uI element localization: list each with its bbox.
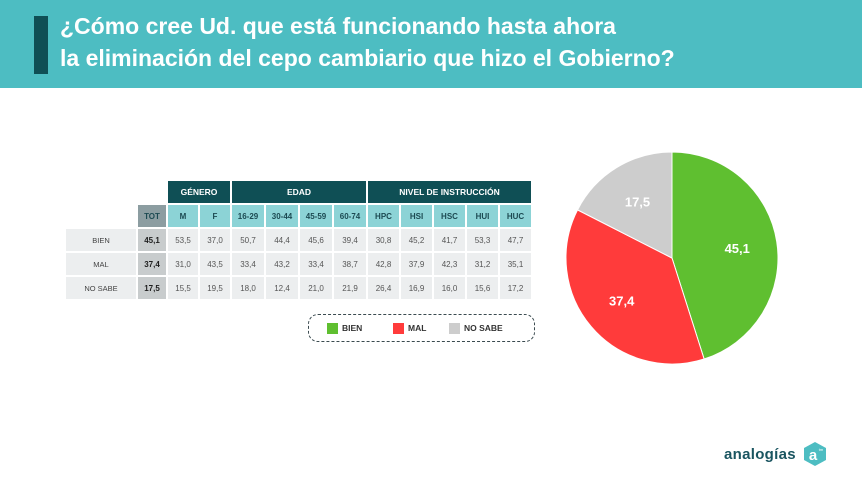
table-cell: 37,0	[200, 229, 230, 251]
table-cell: 42,8	[368, 253, 399, 275]
legend-swatch-mal	[393, 322, 404, 334]
table-cell: 44,4	[266, 229, 298, 251]
table-cell: 19,5	[200, 277, 230, 299]
table-cell: 18,0	[232, 277, 264, 299]
table-empty-cell	[66, 181, 136, 203]
table-cell: 53,3	[467, 229, 498, 251]
pie-label-no-sabe: 17,5	[625, 195, 650, 210]
col-header: HPC	[368, 205, 399, 227]
table-column-header-row: TOT M F 16-29 30-44 45-59 60-74 HPC HSI …	[66, 205, 531, 227]
table-row: MAL 37,4 31,0 43,5 33,4 43,2 33,4 38,7 4…	[66, 253, 531, 275]
table-cell: 30,8	[368, 229, 399, 251]
table-cell: 45,2	[401, 229, 432, 251]
table-cell: 39,4	[334, 229, 366, 251]
group-nivel: NIVEL DE INSTRUCCIÓN	[368, 181, 531, 203]
table-cell: 43,2	[266, 253, 298, 275]
brand-logo-letter: a	[809, 447, 818, 464]
table-cell: 43,5	[200, 253, 230, 275]
col-header: HSC	[434, 205, 465, 227]
pie-chart: 45,1 37,4 17,5	[565, 151, 779, 365]
table-cell: 38,7	[334, 253, 366, 275]
row-label: MAL	[66, 253, 136, 275]
table-cell: 15,5	[168, 277, 198, 299]
table-cell: 33,4	[232, 253, 264, 275]
table-cell: 47,7	[500, 229, 531, 251]
brand-logo-icon: a tm	[803, 442, 826, 466]
col-header: 45-59	[300, 205, 332, 227]
table-cell: 31,2	[467, 253, 498, 275]
legend-item-bien: BIEN	[327, 322, 362, 334]
group-genero: GÉNERO	[168, 181, 230, 203]
table-cell: 33,4	[300, 253, 332, 275]
table-cell: 41,7	[434, 229, 465, 251]
pie-slice-mal	[565, 209, 705, 365]
col-header: HUC	[500, 205, 531, 227]
pie-label-bien: 45,1	[725, 241, 750, 256]
col-header: HUI	[467, 205, 498, 227]
col-header: HSI	[401, 205, 432, 227]
table-cell: 45,6	[300, 229, 332, 251]
table-cell: 26,4	[368, 277, 399, 299]
table-cell: 50,7	[232, 229, 264, 251]
legend-label-mal: MAL	[408, 323, 427, 333]
table-cell: 16,0	[434, 277, 465, 299]
col-header: 60-74	[334, 205, 366, 227]
table-empty-cell	[66, 205, 136, 227]
table-cell: 17,5	[138, 277, 166, 299]
table-cell: 35,1	[500, 253, 531, 275]
table-cell: 21,0	[300, 277, 332, 299]
table-row: BIEN 45,1 53,5 37,0 50,7 44,4 45,6 39,4 …	[66, 229, 531, 251]
col-header: F	[200, 205, 230, 227]
table-cell: 15,6	[467, 277, 498, 299]
legend-label-bien: BIEN	[342, 323, 363, 333]
title-line-2: la eliminación del cepo cambiario que hi…	[60, 45, 675, 71]
header-accent-bar	[34, 16, 48, 74]
group-edad: EDAD	[232, 181, 366, 203]
table-cell: 12,4	[266, 277, 298, 299]
title-line-1: ¿Cómo cree Ud. que está funcionando hast…	[60, 13, 616, 39]
table-empty-cell	[138, 181, 166, 203]
table-cell: 37,9	[401, 253, 432, 275]
col-header: 30-44	[266, 205, 298, 227]
brand: analogías a tm	[724, 441, 828, 467]
legend-swatch-no-sabe	[449, 322, 460, 334]
pie-slice-bien	[671, 151, 779, 360]
header: ¿Cómo cree Ud. que está funcionando hast…	[0, 0, 862, 88]
table-group-header-row: GÉNERO EDAD NIVEL DE INSTRUCCIÓN	[66, 181, 531, 203]
chart-legend: BIEN MAL NO SABE	[308, 314, 535, 342]
table-cell: 31,0	[168, 253, 198, 275]
results-table: GÉNERO EDAD NIVEL DE INSTRUCCIÓN TOT M F…	[64, 179, 533, 301]
brand-logo-sub: tm	[819, 447, 824, 452]
table-cell: 37,4	[138, 253, 166, 275]
pie-label-mal: 37,4	[609, 294, 635, 309]
table-cell: 45,1	[138, 229, 166, 251]
col-header: M	[168, 205, 198, 227]
table-cell: 16,9	[401, 277, 432, 299]
table-cell: 17,2	[500, 277, 531, 299]
table-cell: 53,5	[168, 229, 198, 251]
brand-name: analogías	[724, 445, 796, 463]
col-header: 16-29	[232, 205, 264, 227]
row-label: NO SABE	[66, 277, 136, 299]
legend-label-no-sabe: NO SABE	[464, 323, 503, 333]
table-cell: 21,9	[334, 277, 366, 299]
legend-swatch-bien	[327, 322, 338, 334]
pie-slice-no-sabe	[576, 151, 673, 259]
legend-item-mal: MAL	[393, 322, 426, 334]
legend-item-no-sabe: NO SABE	[449, 322, 503, 334]
table-row: NO SABE 17,5 15,5 19,5 18,0 12,4 21,0 21…	[66, 277, 531, 299]
table-cell: 42,3	[434, 253, 465, 275]
col-header: TOT	[138, 205, 166, 227]
row-label: BIEN	[66, 229, 136, 251]
